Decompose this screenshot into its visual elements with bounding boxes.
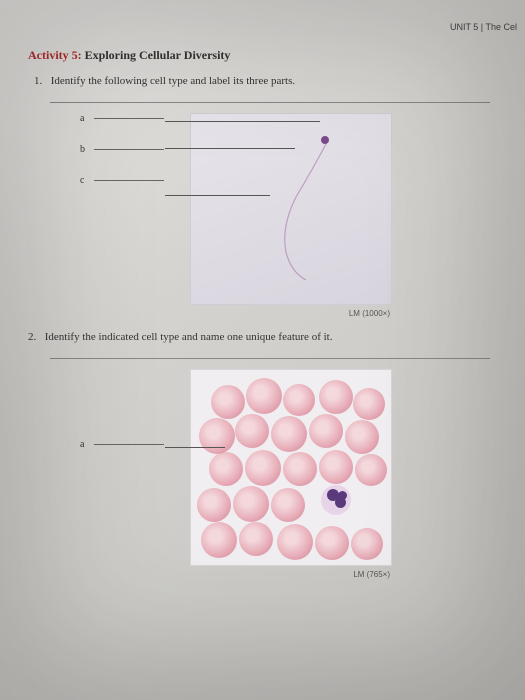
q1-caption: LM (1000×) xyxy=(50,309,390,318)
red-blood-cell xyxy=(233,486,269,522)
red-blood-cell xyxy=(355,454,387,486)
red-blood-cell xyxy=(239,522,273,556)
q1-label-a: a xyxy=(80,113,164,124)
red-blood-cell xyxy=(197,488,231,522)
red-blood-cell xyxy=(277,524,313,560)
red-blood-cell xyxy=(271,416,307,452)
red-blood-cell xyxy=(199,418,235,454)
q1-micrograph xyxy=(190,113,392,305)
q1-label-c: c xyxy=(80,175,164,186)
red-blood-cell xyxy=(209,452,243,486)
red-blood-cell xyxy=(246,378,282,414)
q2-micrograph xyxy=(190,369,392,566)
q1-figure: a b c LM (1000×) xyxy=(50,113,497,313)
photo-vignette xyxy=(0,0,525,700)
pointer-b xyxy=(165,148,295,149)
q1-label-b: b xyxy=(80,144,164,155)
red-blood-cell xyxy=(235,414,269,448)
q1-labels: a b c xyxy=(80,113,164,206)
q1-text: Identify the following cell type and lab… xyxy=(51,75,295,87)
activity-title: Activity 5: Exploring Cellular Diversity xyxy=(28,48,497,63)
q2-answer-line xyxy=(50,357,490,359)
activity-prefix: Activity 5: xyxy=(28,48,82,62)
q2-figure: a LM (765×) xyxy=(50,369,497,579)
q2-number: 2. xyxy=(28,331,42,343)
red-blood-cell xyxy=(345,420,379,454)
red-blood-cell xyxy=(309,414,343,448)
red-blood-cell xyxy=(201,522,237,558)
unit-header: UNIT 5 | The Cel xyxy=(450,22,517,32)
pointer-2a xyxy=(165,447,225,448)
white-blood-cell xyxy=(321,485,351,515)
q2-labels: a xyxy=(80,439,164,470)
red-blood-cell xyxy=(353,388,385,420)
q2-text: Identify the indicated cell type and nam… xyxy=(45,331,333,343)
worksheet-page: UNIT 5 | The Cel Activity 5: Exploring C… xyxy=(0,0,525,700)
question-2: 2. Identify the indicated cell type and … xyxy=(28,331,497,343)
red-blood-cell xyxy=(271,488,305,522)
q1-number: 1. xyxy=(34,75,48,87)
red-blood-cell xyxy=(245,450,281,486)
red-blood-cell xyxy=(211,385,245,419)
q1-answer-line xyxy=(50,101,490,103)
red-blood-cell xyxy=(319,380,353,414)
pointer-a xyxy=(165,121,320,122)
red-blood-cell xyxy=(315,526,349,560)
red-blood-cell xyxy=(319,450,353,484)
pointer-c xyxy=(165,195,270,196)
q2-label-a: a xyxy=(80,439,164,450)
red-blood-cell xyxy=(283,384,315,416)
red-blood-cell xyxy=(351,528,383,560)
question-1: 1. Identify the following cell type and … xyxy=(34,75,497,87)
red-blood-cell xyxy=(283,452,317,486)
wbc-lobe xyxy=(338,491,347,500)
activity-name: Exploring Cellular Diversity xyxy=(85,48,231,62)
sperm-tail xyxy=(251,142,371,282)
q2-caption: LM (765×) xyxy=(50,570,390,579)
